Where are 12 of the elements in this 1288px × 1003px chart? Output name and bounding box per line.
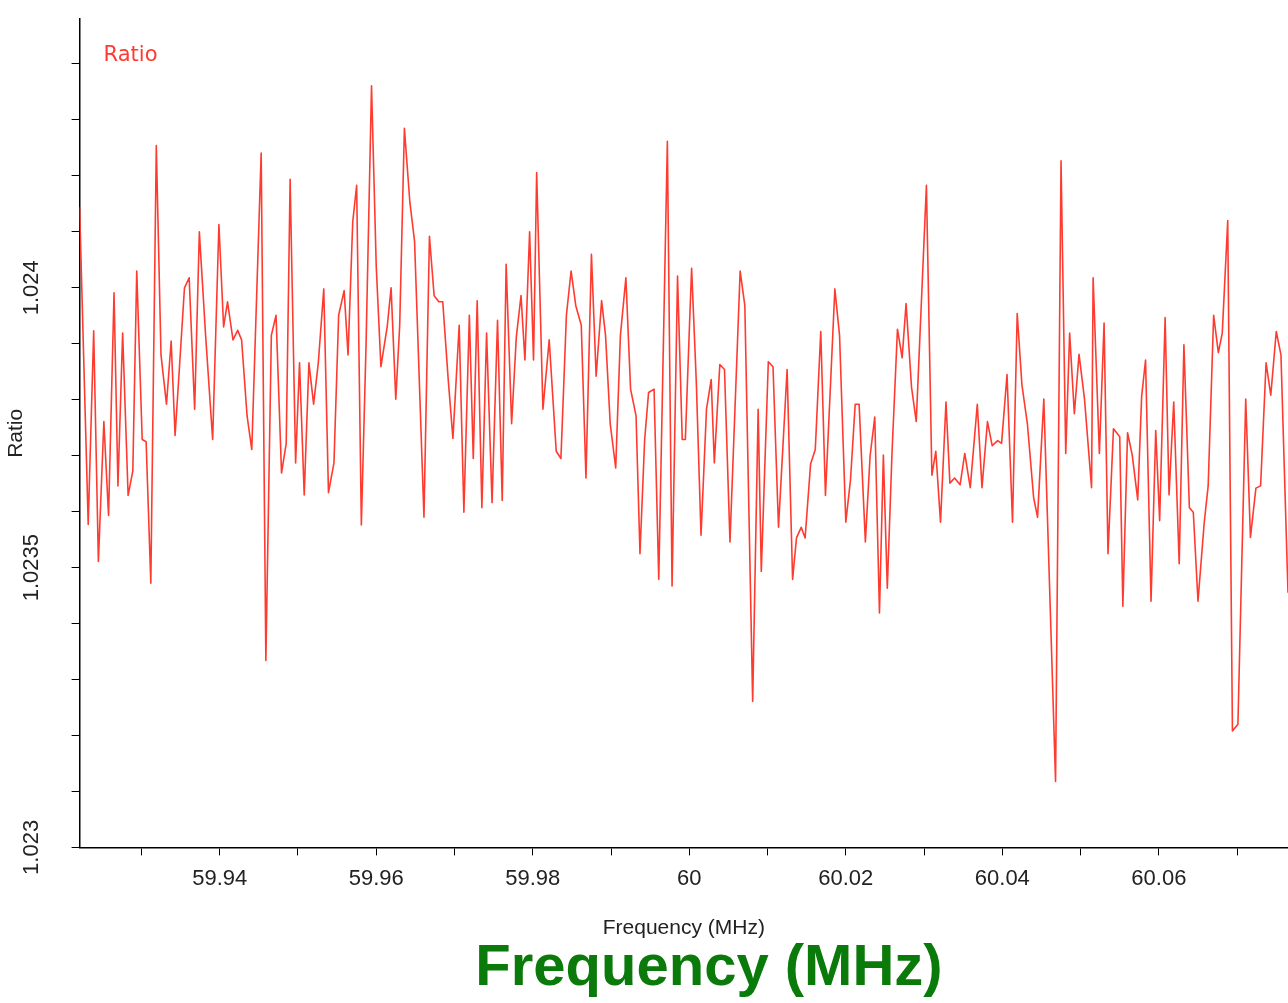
- y-tick-label: 1.023: [18, 819, 44, 875]
- text: Ratio: [103, 42, 158, 67]
- x-tick-label: 60: [677, 864, 702, 890]
- x-tick-label: 60.06: [1131, 864, 1187, 890]
- x-tick-label: 59.98: [505, 864, 561, 890]
- x-tick-label: 59.96: [348, 864, 404, 890]
- x-tick-label: 60.02: [818, 864, 874, 890]
- y-tick-label: 1.024: [18, 260, 44, 316]
- x-tick-label: 59.94: [192, 864, 248, 890]
- y-tick-label: 1.0235: [18, 533, 44, 602]
- y-axis-title: Ratio: [3, 408, 27, 458]
- x-tick-label: 60.04: [974, 864, 1030, 890]
